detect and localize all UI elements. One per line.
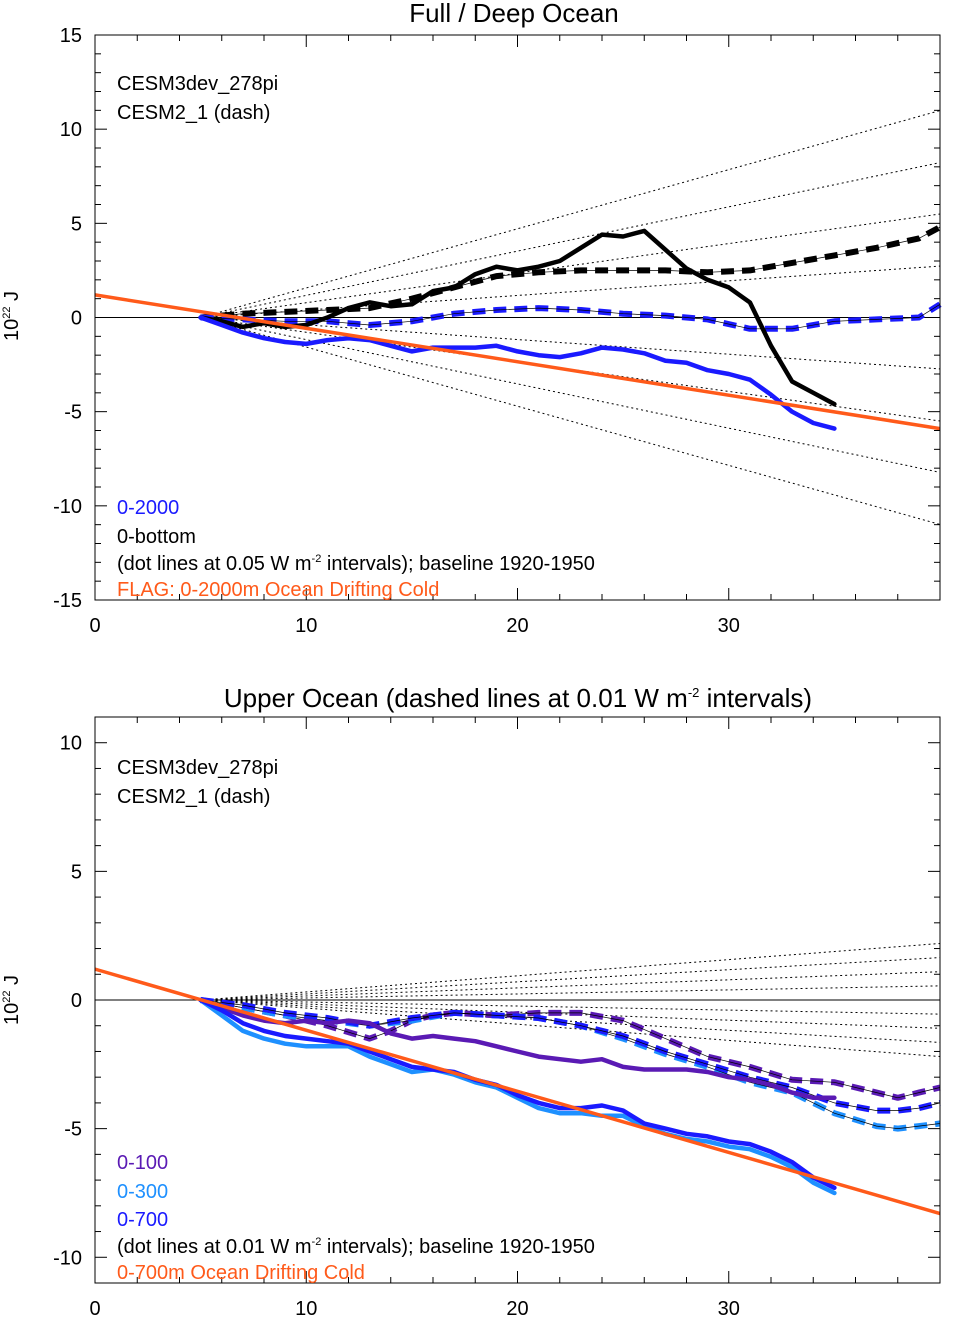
reference-lines-layer <box>200 942 941 1058</box>
flag-text: 0-700m Ocean Drifting Cold <box>117 1262 365 1284</box>
chart-title: Upper Ocean (dashed lines at 0.01 W m-2 … <box>224 683 812 713</box>
chart-title: Full / Deep Ocean <box>409 0 619 28</box>
reference-line <box>200 985 941 1001</box>
legend-item-0-100: 0-100 <box>117 1152 168 1174</box>
y-tick-label: -10 <box>53 496 82 518</box>
series-solid-1e90ff <box>198 997 837 1196</box>
legend-item-0-300: 0-300 <box>117 1181 168 1203</box>
series-dash-centerline <box>200 999 941 1099</box>
series-dash-000000 <box>200 224 942 321</box>
y-axis-label: 1022 J <box>1 975 23 1025</box>
drift-trend-line <box>94 293 941 431</box>
legend-item-0-700: 0-700 <box>117 1209 168 1231</box>
x-tick-label: 10 <box>295 1298 317 1320</box>
reference-line <box>200 999 941 1058</box>
dash-label: CESM2_1 (dash) <box>117 786 270 808</box>
x-tick-label: 0 <box>89 615 100 637</box>
reference-line <box>200 317 941 370</box>
x-tick-label: 20 <box>506 1298 528 1320</box>
axis-ticks: -10 -5 0 5 10 0 10 20 30 <box>53 716 941 1320</box>
x-tick-label: 10 <box>295 615 317 637</box>
axis-ticks: -15 -10 -5 0 5 10 15 0 10 20 30 <box>53 25 941 637</box>
series-solid-000000 <box>198 228 837 407</box>
y-tick-label: 5 <box>71 213 82 235</box>
dash-label: CESM2_1 (dash) <box>117 102 270 124</box>
y-tick-label: 10 <box>60 733 82 755</box>
x-tick-label: 30 <box>718 1298 740 1320</box>
reference-line <box>200 213 941 318</box>
y-tick-label: -10 <box>53 1247 82 1269</box>
reference-line <box>200 317 941 473</box>
dot-lines-note: (dot lines at 0.01 W m-2 intervals); bas… <box>117 1236 595 1258</box>
y-tick-label: 10 <box>60 119 82 141</box>
y-axis-label: 1022 J <box>1 291 23 341</box>
series-dash-centerline <box>200 304 941 330</box>
drift-trend-line <box>94 967 941 1216</box>
reference-line <box>200 957 941 1001</box>
series-solid-1a1aff <box>198 997 837 1191</box>
y-tick-label: -15 <box>53 590 82 612</box>
y-tick-label: -5 <box>64 1119 82 1141</box>
legend-item-0-bottom: 0-bottom <box>117 526 196 548</box>
reference-line <box>200 999 941 1029</box>
legend-item-0-2000: 0-2000 <box>117 497 179 519</box>
reference-line <box>200 971 941 1001</box>
upper-ocean-panel: Upper Ocean (dashed lines at 0.01 W m-2 … <box>1 683 941 1320</box>
x-tick-label: 0 <box>89 1298 100 1320</box>
flag-text: FLAG: 0-2000m Ocean Drifting Cold <box>117 579 439 601</box>
x-tick-label: 20 <box>506 615 528 637</box>
series-dash-centerline <box>200 999 941 1111</box>
series-solid-5a1ab4 <box>198 997 837 1101</box>
x-tick-label: 30 <box>718 615 740 637</box>
reference-line <box>200 110 941 318</box>
reference-lines-layer <box>200 110 941 525</box>
y-tick-label: 0 <box>71 308 82 330</box>
y-tick-label: -5 <box>64 402 82 424</box>
series-dash-1a1aff <box>200 997 941 1114</box>
series-layer <box>94 224 942 431</box>
run-label: CESM3dev_278pi <box>117 73 278 95</box>
reference-line <box>200 317 941 525</box>
y-tick-label: 15 <box>60 25 82 47</box>
reference-line <box>200 999 941 1015</box>
dot-lines-note: (dot lines at 0.05 W m-2 intervals); bas… <box>117 553 595 575</box>
series-layer <box>94 967 941 1216</box>
run-label: CESM3dev_278pi <box>117 757 278 779</box>
y-tick-label: 5 <box>71 861 82 883</box>
series-solid-1a1aff <box>198 315 837 431</box>
reference-line <box>200 999 941 1043</box>
reference-line <box>200 942 941 1001</box>
reference-line <box>200 265 941 318</box>
y-tick-label: 0 <box>71 990 82 1012</box>
reference-line <box>200 162 941 318</box>
series-dash-centerline <box>200 226 941 318</box>
